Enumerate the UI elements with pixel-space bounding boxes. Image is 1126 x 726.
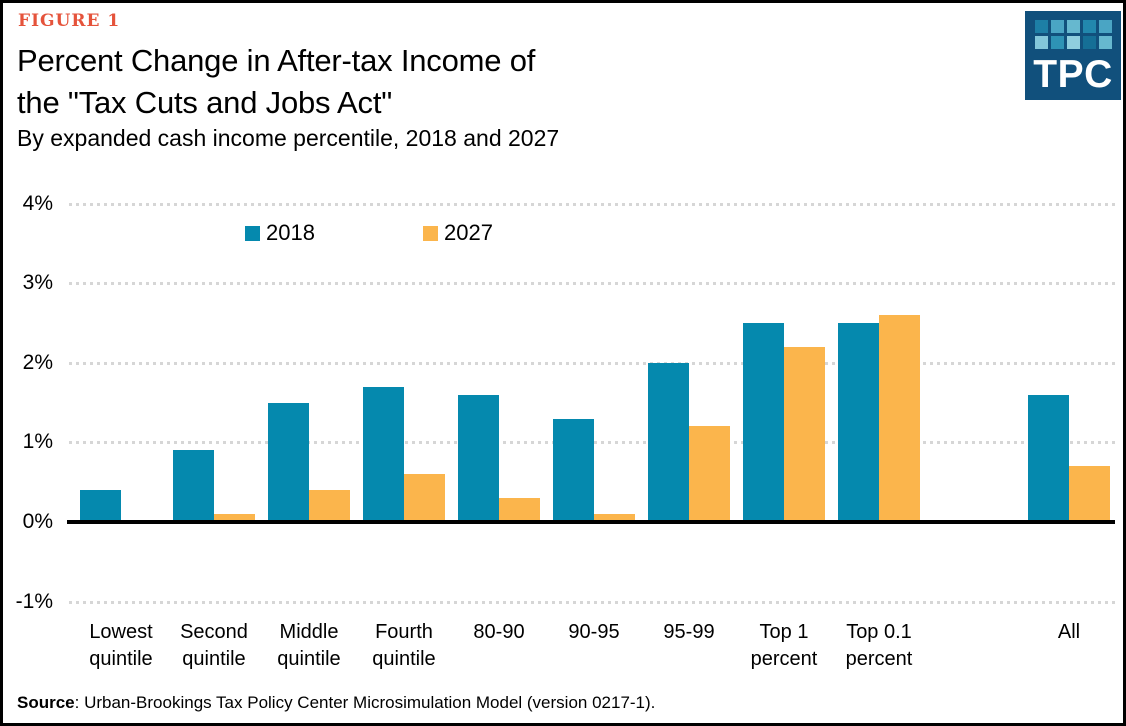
bar-2018-fourth-quintile <box>363 387 404 522</box>
legend-item-2018: 2018 <box>245 220 315 246</box>
tpc-logo-tile-icon <box>1067 36 1080 49</box>
bar-2027-top-1-percent <box>784 347 825 522</box>
tpc-logo: TPC <box>1025 11 1121 100</box>
bar-2027-80-90 <box>499 498 540 522</box>
gridline-3 <box>69 282 1115 286</box>
page-subtitle: By expanded cash income percentile, 2018… <box>17 125 560 151</box>
tpc-logo-tile-icon <box>1035 36 1048 49</box>
x-category-label-lowest-quintile: Lowest quintile <box>89 621 153 670</box>
tpc-logo-tile-icon <box>1067 20 1080 33</box>
tpc-logo-tile-grid-icon <box>1035 20 1112 49</box>
bar-2018-95-99 <box>648 363 689 522</box>
bar-2018-80-90 <box>458 395 499 522</box>
bar-2018-middle-quintile <box>268 403 309 522</box>
bar-2018-second-quintile <box>173 450 214 522</box>
x-category-label-top-0.1-percent: Top 0.1 percent <box>845 621 913 670</box>
legend-swatch-icon-2027 <box>423 225 438 241</box>
bar-2018-top-0.1-percent <box>838 323 879 522</box>
source-note: Source: Urban-Brookings Tax Policy Cente… <box>17 693 655 713</box>
source-text: : Urban-Brookings Tax Policy Center Micr… <box>74 693 656 712</box>
bar-2027-90-95 <box>594 514 635 522</box>
x-category-label-second-quintile: Second quintile <box>180 621 248 670</box>
bar-2027-middle-quintile <box>309 490 350 522</box>
tpc-logo-tile-icon <box>1035 20 1048 33</box>
gridline-4 <box>69 202 1115 206</box>
bar-2018-all <box>1028 395 1069 522</box>
page-title-line-1: Percent Change in After-tax Income of <box>17 43 536 78</box>
y-tick-label-1: 1% <box>22 430 53 454</box>
bar-2018-lowest-quintile <box>80 490 121 522</box>
bar-2027-all <box>1069 466 1110 522</box>
y-tick-label-4: 4% <box>22 191 53 215</box>
x-category-label-90-95: 90-95 <box>568 621 620 643</box>
legend-label-2018: 2018 <box>266 220 315 245</box>
tpc-logo-tile-icon <box>1051 20 1064 33</box>
tpc-logo-tile-icon <box>1099 20 1112 33</box>
y-tick-label-0: 0% <box>22 510 53 533</box>
tpc-logo-tile-icon <box>1083 20 1096 33</box>
legend-label-2027: 2027 <box>444 220 493 245</box>
figure-label: FIGURE 1 <box>18 11 121 31</box>
bar-2027-fourth-quintile <box>404 474 445 522</box>
legend-swatch-icon-2018 <box>245 225 260 241</box>
gridline-2 <box>69 361 1115 365</box>
x-category-label-80-90: 80-90 <box>473 621 525 643</box>
tpc-logo-text: TPC <box>1033 53 1113 96</box>
x-category-label-fourth-quintile: Fourth quintile <box>372 621 436 670</box>
y-tick-label-1: -1% <box>15 589 53 613</box>
page-title-line-2: the "Tax Cuts and Jobs Act" <box>17 85 393 120</box>
source-label: Source <box>17 693 75 712</box>
bar-2027-top-0.1-percent <box>879 315 920 522</box>
gridline-1 <box>69 600 1115 604</box>
bar-2018-90-95 <box>553 419 594 522</box>
bar-2027-second-quintile <box>214 514 255 522</box>
y-tick-label-3: 3% <box>22 271 53 295</box>
bar-2018-top-1-percent <box>743 323 784 522</box>
tpc-logo-tile-icon <box>1051 36 1064 49</box>
x-category-label-all: All <box>1057 621 1081 643</box>
bar-2027-95-99 <box>689 426 730 522</box>
tpc-logo-tile-icon <box>1083 36 1096 49</box>
legend-item-2027: 2027 <box>423 220 493 246</box>
x-axis-baseline <box>67 520 1115 524</box>
tpc-logo-tile-icon <box>1099 36 1112 49</box>
x-category-label-middle-quintile: Middle quintile <box>277 621 341 670</box>
x-category-label-top-1-percent: Top 1 percent <box>750 621 818 670</box>
y-tick-label-2: 2% <box>22 350 53 374</box>
x-category-label-95-99: 95-99 <box>663 621 715 643</box>
